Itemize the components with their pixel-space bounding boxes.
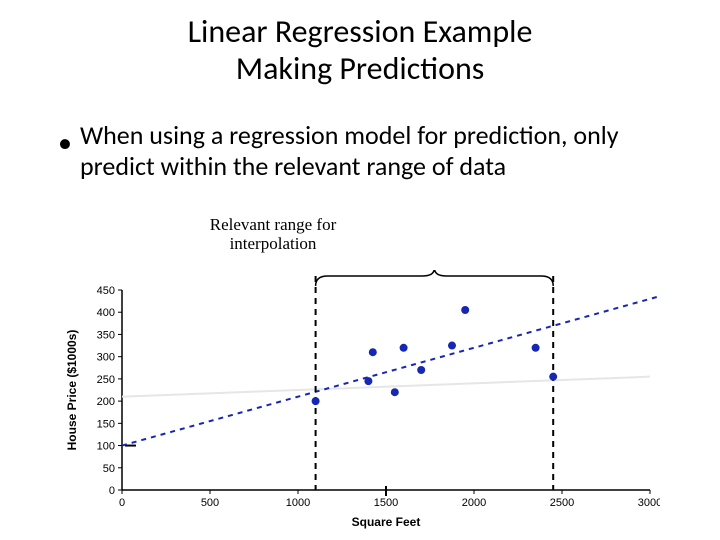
svg-text:0: 0 — [119, 497, 125, 509]
svg-text:450: 450 — [97, 285, 115, 297]
svg-text:150: 150 — [97, 418, 115, 430]
chart-svg: 0 50 100 150 200 250 300 350 400 450 0 500 1000 1500 2… — [60, 270, 660, 530]
svg-text:1000: 1000 — [286, 497, 310, 509]
bullet-item: • When using a regression model for pred… — [80, 120, 660, 182]
svg-text:350: 350 — [97, 329, 115, 341]
title-line-1: Linear Regression Example — [0, 14, 720, 51]
svg-text:300: 300 — [97, 352, 115, 364]
svg-text:200: 200 — [97, 396, 115, 408]
svg-text:0: 0 — [109, 485, 115, 497]
callout-top-line1: Relevant range for — [188, 215, 358, 234]
svg-text:50: 50 — [103, 463, 115, 475]
svg-text:500: 500 — [201, 497, 219, 509]
slide-title: Linear Regression Example Making Predict… — [0, 14, 720, 88]
svg-text:400: 400 — [97, 307, 115, 319]
title-line-2: Making Predictions — [0, 51, 720, 88]
svg-text:250: 250 — [97, 374, 115, 386]
svg-text:1500: 1500 — [374, 497, 398, 509]
bullet-dot-icon: • — [58, 126, 72, 160]
svg-text:100: 100 — [97, 441, 115, 453]
bullet-text: When using a regression model for predic… — [80, 119, 619, 182]
callout-relevant-range: Relevant range for interpolation — [188, 215, 358, 253]
svg-text:Square Feet: Square Feet — [352, 515, 421, 529]
callout-top-line2: interpolation — [188, 234, 358, 253]
svg-text:2000: 2000 — [462, 497, 486, 509]
scatter-chart: 0 50 100 150 200 250 300 350 400 450 0 500 1000 1500 2… — [60, 270, 660, 530]
svg-text:3000: 3000 — [638, 497, 660, 509]
svg-text:2500: 2500 — [550, 497, 574, 509]
svg-text:House Price ($1000s): House Price ($1000s) — [65, 330, 79, 451]
